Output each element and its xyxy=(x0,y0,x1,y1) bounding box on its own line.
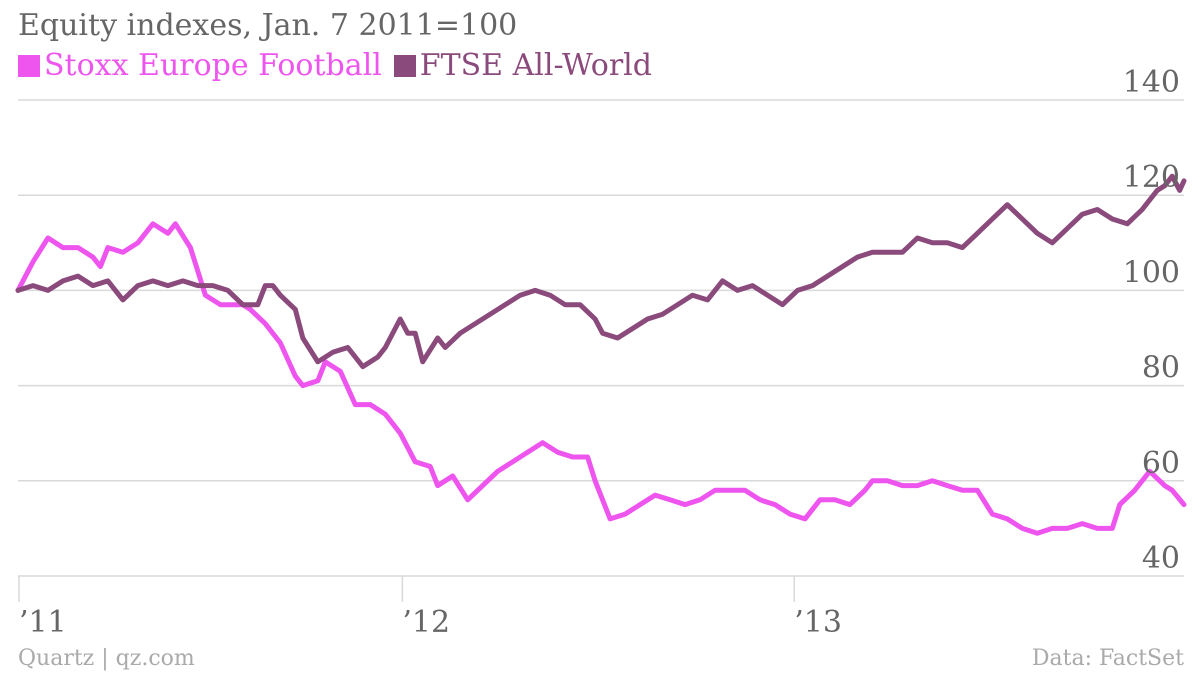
legend-swatch-ftse xyxy=(393,54,416,77)
legend-swatch-stoxx xyxy=(18,54,40,77)
y-tick-label: 40 xyxy=(1142,541,1180,576)
y-tick-label: 60 xyxy=(1142,446,1180,481)
legend-label-stoxx: Stoxx Europe Football xyxy=(44,48,382,83)
x-tick-label: ’13 xyxy=(794,605,842,640)
legend-label-ftse: FTSE All-World xyxy=(419,48,652,83)
legend: Stoxx Europe Football FTSE All-World xyxy=(18,48,652,83)
legend-item-ftse: FTSE All-World xyxy=(393,48,652,83)
y-tick-label: 120 xyxy=(1123,160,1180,195)
x-axis xyxy=(18,576,796,602)
chart-title: Equity indexes, Jan. 7 2011=100 xyxy=(18,8,518,43)
x-tick-labels: ’11 ’12 ’13 xyxy=(19,605,842,640)
x-tick-label: ’11 xyxy=(19,605,67,640)
series-lines xyxy=(15,173,1187,536)
series-line-stoxx-europe-football xyxy=(15,221,1187,536)
grid-lines xyxy=(18,99,1184,577)
series-line-ftse-all-world xyxy=(15,173,1187,370)
y-tick-labels: 140 120 100 80 60 40 xyxy=(1123,65,1180,576)
footer-source-credit: Quartz | qz.com xyxy=(18,646,195,671)
y-tick-label: 100 xyxy=(1123,255,1180,290)
y-tick-label: 80 xyxy=(1142,351,1180,386)
y-tick-label: 140 xyxy=(1123,65,1180,100)
x-tick-label: ’12 xyxy=(402,605,450,640)
footer-data-source: Data: FactSet xyxy=(1031,646,1184,671)
legend-item-stoxx: Stoxx Europe Football xyxy=(18,48,382,83)
